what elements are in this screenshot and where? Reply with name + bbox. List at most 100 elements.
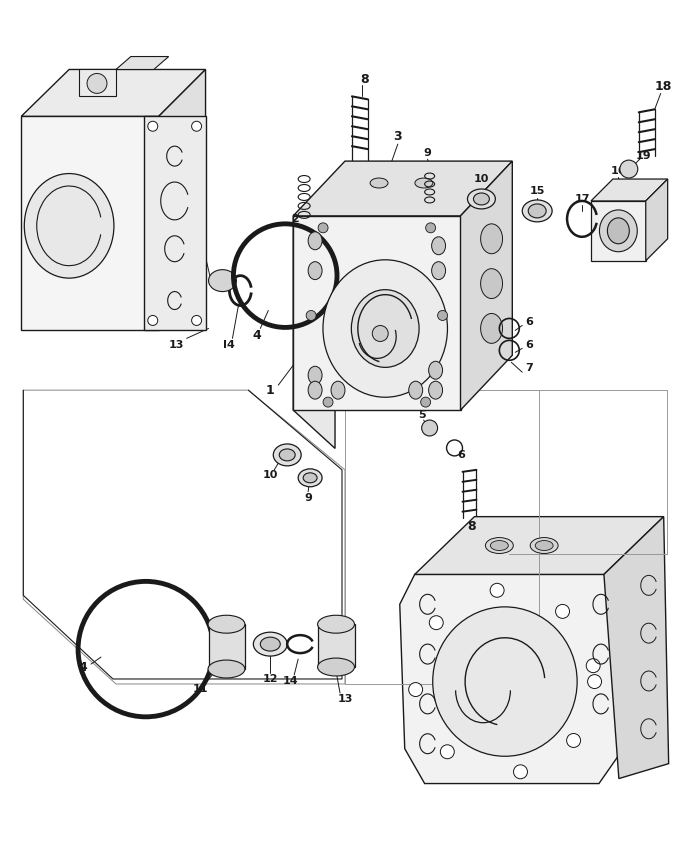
Ellipse shape: [308, 262, 322, 280]
Polygon shape: [21, 70, 206, 116]
Text: 1: 1: [266, 384, 274, 397]
Ellipse shape: [486, 537, 513, 554]
Text: 7: 7: [525, 363, 533, 374]
Circle shape: [422, 420, 438, 436]
Text: 18: 18: [655, 80, 672, 93]
Text: 2: 2: [291, 214, 299, 224]
Text: 14: 14: [283, 676, 298, 686]
Ellipse shape: [273, 444, 301, 466]
Circle shape: [191, 315, 202, 325]
Polygon shape: [21, 116, 159, 331]
Circle shape: [373, 325, 388, 342]
Text: 8: 8: [360, 73, 369, 86]
Polygon shape: [116, 57, 169, 70]
Ellipse shape: [432, 262, 445, 280]
Text: 1: 1: [211, 272, 220, 285]
Polygon shape: [294, 216, 335, 449]
Text: 10: 10: [263, 470, 278, 480]
Ellipse shape: [208, 660, 245, 678]
Circle shape: [438, 311, 447, 320]
Ellipse shape: [308, 232, 322, 250]
Ellipse shape: [467, 189, 495, 209]
Text: 4: 4: [79, 660, 87, 673]
Text: 9: 9: [424, 148, 432, 158]
Ellipse shape: [253, 632, 287, 656]
Circle shape: [426, 223, 436, 232]
Ellipse shape: [522, 200, 552, 222]
Ellipse shape: [208, 616, 245, 633]
Ellipse shape: [370, 178, 388, 188]
Text: 19: 19: [636, 152, 652, 161]
Circle shape: [490, 583, 504, 598]
Polygon shape: [159, 70, 206, 331]
Ellipse shape: [528, 204, 546, 218]
Text: 13: 13: [169, 340, 185, 350]
Ellipse shape: [25, 174, 114, 278]
Text: 16: 16: [611, 166, 626, 176]
Polygon shape: [294, 216, 460, 410]
Circle shape: [323, 397, 333, 407]
Circle shape: [318, 223, 328, 232]
Polygon shape: [460, 161, 512, 410]
Ellipse shape: [303, 473, 317, 483]
Polygon shape: [604, 517, 669, 778]
Text: 9: 9: [304, 492, 312, 503]
Ellipse shape: [599, 210, 637, 251]
Circle shape: [306, 311, 316, 320]
Circle shape: [567, 734, 581, 747]
Polygon shape: [400, 574, 627, 784]
Circle shape: [148, 121, 158, 131]
Ellipse shape: [298, 469, 322, 486]
Ellipse shape: [317, 616, 354, 633]
Ellipse shape: [279, 449, 295, 461]
Text: 17: 17: [574, 194, 590, 204]
Ellipse shape: [481, 269, 503, 299]
Text: I4: I4: [223, 340, 234, 350]
Text: 3: 3: [394, 130, 402, 143]
Ellipse shape: [535, 541, 553, 550]
Circle shape: [148, 315, 158, 325]
Ellipse shape: [415, 178, 433, 188]
Text: 15: 15: [530, 186, 545, 196]
Ellipse shape: [432, 237, 445, 255]
Ellipse shape: [308, 381, 322, 400]
Ellipse shape: [428, 381, 443, 400]
Circle shape: [556, 604, 569, 618]
Circle shape: [620, 160, 638, 178]
Ellipse shape: [481, 313, 503, 344]
Ellipse shape: [530, 537, 558, 554]
Polygon shape: [79, 70, 116, 96]
Polygon shape: [415, 517, 664, 574]
Text: 8: 8: [467, 520, 476, 533]
Ellipse shape: [409, 381, 423, 400]
Circle shape: [191, 121, 202, 131]
Text: 5: 5: [418, 410, 426, 420]
Circle shape: [441, 745, 454, 759]
Text: 12: 12: [263, 674, 278, 684]
Polygon shape: [294, 161, 512, 216]
Polygon shape: [646, 179, 667, 261]
Ellipse shape: [351, 289, 419, 368]
Text: 6: 6: [525, 340, 533, 350]
Ellipse shape: [260, 637, 281, 651]
Text: 11: 11: [193, 684, 208, 694]
Circle shape: [87, 73, 107, 93]
Ellipse shape: [308, 366, 322, 384]
Circle shape: [421, 397, 430, 407]
Polygon shape: [591, 201, 646, 261]
Ellipse shape: [428, 362, 443, 379]
Circle shape: [409, 683, 423, 697]
Ellipse shape: [490, 541, 508, 550]
Circle shape: [586, 659, 600, 672]
Ellipse shape: [208, 269, 236, 292]
Ellipse shape: [323, 260, 447, 397]
Ellipse shape: [432, 607, 577, 756]
Polygon shape: [208, 624, 245, 669]
Text: 4: 4: [252, 329, 261, 342]
Text: 13: 13: [337, 694, 353, 704]
Polygon shape: [144, 116, 206, 331]
Text: 6: 6: [458, 450, 465, 460]
Ellipse shape: [607, 218, 629, 244]
Circle shape: [429, 616, 443, 629]
Text: 10: 10: [474, 174, 489, 184]
